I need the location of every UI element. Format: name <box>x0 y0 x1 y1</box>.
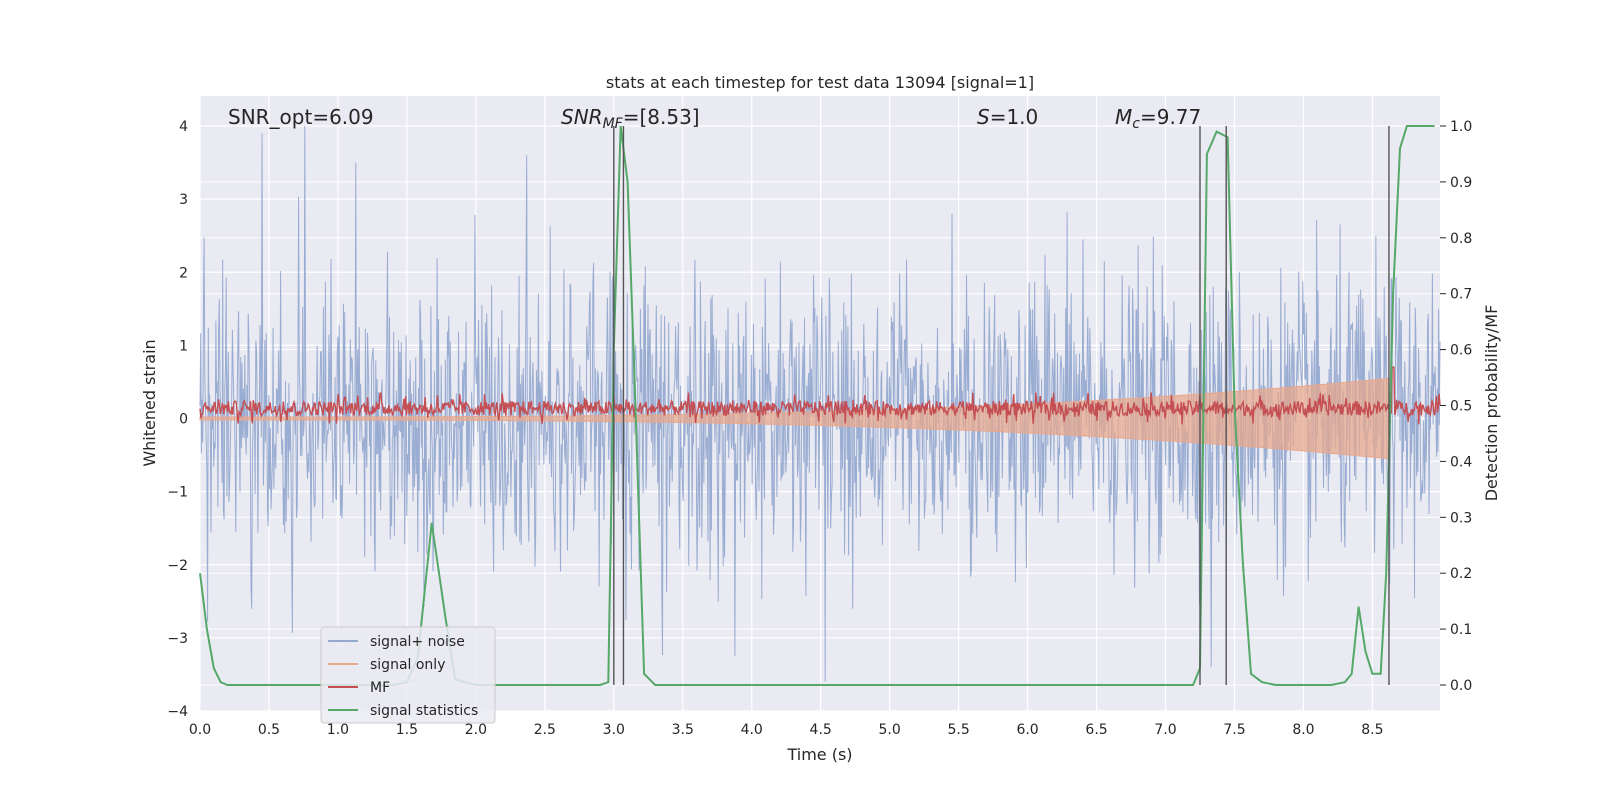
x-tick-label: 1.0 <box>327 722 349 738</box>
legend-label-signal-statistics: signal statistics <box>370 703 478 719</box>
vertical-markers <box>613 126 1390 685</box>
y-right-tick-label: 0.5 <box>1450 399 1472 415</box>
annotation-mc: Mc=9.77 <box>1115 105 1201 132</box>
x-tick-label: 2.5 <box>534 722 556 738</box>
legend-label-mf: MF <box>370 680 390 696</box>
x-tick-label: 3.5 <box>672 722 694 738</box>
x-tick-label: 6.0 <box>1016 722 1038 738</box>
series-signal-noise <box>199 125 1441 682</box>
legend-label-signal-noise: signal+ noise <box>370 634 465 650</box>
y-tick-label: 2 <box>179 265 188 281</box>
annotation-s: S=1.0 <box>977 105 1038 129</box>
y-right-tick-label: 0.2 <box>1450 566 1472 582</box>
x-tick-label: 0.5 <box>258 722 280 738</box>
annotation-snr-mf-value: =[8.53] <box>623 105 700 129</box>
annotation-mc-subscript: c <box>1132 116 1140 132</box>
x-tick-label: 7.0 <box>1154 722 1176 738</box>
legend-label-signal-only: signal only <box>370 657 445 673</box>
legend-box <box>320 626 496 724</box>
y-right-tick-label: 0.6 <box>1450 343 1472 359</box>
x-tick-label: 8.0 <box>1292 722 1314 738</box>
chart-title: stats at each timestep for test data 130… <box>606 73 1034 92</box>
y-axis-right-label: Detection probability/MF <box>1482 305 1501 502</box>
x-tick-label: 6.5 <box>1085 722 1107 738</box>
y-tick-label: 4 <box>179 119 188 135</box>
annotation-s-value: =1.0 <box>990 105 1039 129</box>
annotation-snr-mf-subscript: MF <box>603 116 624 132</box>
y-right-tick-label: 1.0 <box>1450 119 1472 135</box>
y-right-tick-label: 0.4 <box>1450 454 1472 470</box>
x-axis-label: Time (s) <box>786 745 852 764</box>
x-tick-label: 5.5 <box>947 722 969 738</box>
annotation-snr-mf: SNRMF=[8.53] <box>561 105 700 132</box>
y-right-tick-label: 0.9 <box>1450 175 1472 191</box>
x-tick-label: 7.5 <box>1223 722 1245 738</box>
y-tick-label: −2 <box>167 558 188 574</box>
annotation-s-symbol: S <box>977 105 990 129</box>
x-tick-label: 1.5 <box>396 722 418 738</box>
y-tick-label: −1 <box>167 485 188 501</box>
annotation-mc-symbol: M <box>1115 105 1132 129</box>
y-right-tick-label: 0.1 <box>1450 622 1472 638</box>
x-tick-label: 4.0 <box>741 722 763 738</box>
y-tick-label: 3 <box>179 192 188 208</box>
x-tick-label: 8.5 <box>1361 722 1383 738</box>
y-right-tick-label: 0.8 <box>1450 231 1472 247</box>
x-tick-label: 3.0 <box>603 722 625 738</box>
y-right-tick-label: 0.0 <box>1450 678 1472 694</box>
x-tick-label: 4.5 <box>810 722 832 738</box>
y-tick-label: 0 <box>179 412 188 428</box>
y-right-tick-label: 0.7 <box>1450 287 1472 303</box>
y-tick-label: 1 <box>179 338 188 354</box>
legend: signal+ noise signal only MF signal stat… <box>320 626 496 724</box>
annotation-snr-mf-symbol: SNR <box>561 105 603 129</box>
x-tick-label: 2.0 <box>465 722 487 738</box>
annotation-snr-opt: SNR_opt=6.09 <box>228 105 374 129</box>
y-tick-label: −4 <box>167 704 188 720</box>
x-tick-label: 0.0 <box>189 722 211 738</box>
y-tick-label: −3 <box>167 631 188 647</box>
y-axis-label: Whitened strain <box>140 339 159 466</box>
y-right-tick-label: 0.3 <box>1450 510 1472 526</box>
series-mf <box>199 366 1441 425</box>
annotation-mc-value: =9.77 <box>1140 105 1201 129</box>
axis-ticks: 0.0 0.5 1.0 1.5 2.0 2.5 3.0 3.5 4.0 4.5 5.0 5.5 6.0 6… <box>167 119 1472 738</box>
x-tick-label: 5.0 <box>879 722 901 738</box>
